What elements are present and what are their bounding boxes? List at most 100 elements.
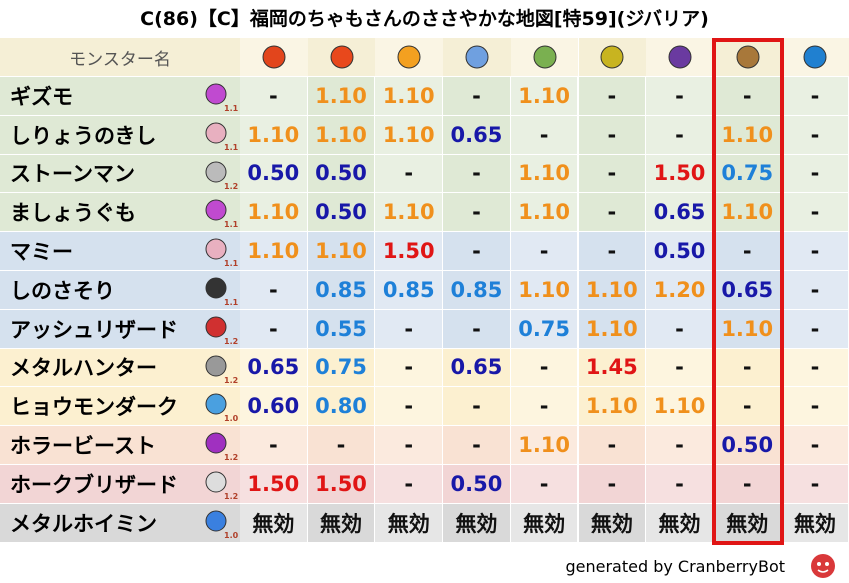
element-icon	[330, 45, 354, 69]
cell-value: 0.50	[646, 232, 714, 271]
cell-value: 無効	[578, 503, 647, 543]
monster-icon	[205, 238, 227, 260]
cell-value: -	[781, 77, 849, 116]
cell-value: 0.60	[240, 387, 308, 427]
cell-value: 1.10	[307, 232, 376, 271]
cell-value: 1.10	[375, 115, 444, 155]
cell-value: -	[646, 115, 714, 155]
cell-value: 1.10	[240, 115, 308, 155]
cell-value: -	[510, 348, 579, 388]
monster-level: 1.2	[224, 492, 239, 501]
monster-level: 1.1	[224, 142, 239, 152]
monster-icon	[205, 471, 227, 493]
cell-value: -	[375, 465, 444, 504]
cell-value: -	[443, 193, 511, 233]
monster-icon	[205, 122, 227, 144]
cell-value: -	[578, 193, 647, 233]
monster-name: ホークブリザード	[0, 465, 240, 504]
cell-value: 0.50	[713, 426, 782, 465]
cell-value: -	[781, 232, 849, 271]
monster-level: 1.1	[224, 298, 239, 307]
cell-value: -	[443, 154, 511, 194]
element-icon	[533, 45, 557, 69]
cell-value: 1.10	[510, 426, 579, 465]
monster-name: ギズモ	[0, 77, 240, 116]
cell-value: 無効	[646, 503, 714, 543]
monster-icon	[205, 316, 227, 338]
monster-icon	[205, 393, 227, 415]
cell-value: 1.50	[307, 465, 376, 504]
highlight-box	[711, 38, 784, 545]
monster-level: 1.2	[224, 336, 239, 346]
cell-value: -	[375, 348, 444, 388]
cell-value: 無効	[307, 503, 376, 543]
cell-value: -	[443, 309, 511, 349]
cell-value: -	[375, 426, 444, 465]
cell-value: 0.75	[510, 309, 579, 349]
cell-value: 1.10	[713, 309, 782, 349]
element-icon	[600, 45, 624, 69]
cell-value: -	[240, 77, 308, 116]
monster-name: メタルハンター	[0, 348, 240, 388]
monster-name: ストーンマン	[0, 154, 240, 194]
cell-value: -	[781, 193, 849, 233]
cell-value: 1.50	[375, 232, 444, 271]
cell-value: -	[781, 465, 849, 504]
cell-value: 0.80	[307, 387, 376, 427]
cell-value: 0.65	[443, 115, 511, 155]
cell-value: 0.55	[307, 309, 376, 349]
monster-level: 1.0	[224, 414, 239, 424]
cell-value: 0.75	[307, 348, 376, 388]
monster-level: 1.2	[224, 181, 239, 191]
cell-value: -	[375, 154, 444, 194]
cell-value: -	[646, 309, 714, 349]
cell-value: -	[781, 426, 849, 465]
cell-value: -	[713, 387, 782, 427]
cell-value: -	[646, 77, 714, 116]
cell-value: 1.50	[646, 154, 714, 194]
cell-value: -	[240, 426, 308, 465]
cell-value: -	[646, 348, 714, 388]
cell-value: 1.10	[510, 271, 579, 310]
cell-value: 1.50	[240, 465, 308, 504]
cell-value: -	[781, 154, 849, 194]
cell-value: 0.50	[443, 465, 511, 504]
cell-value: -	[510, 387, 579, 427]
cell-value: 無効	[240, 503, 308, 543]
element-icon	[397, 45, 421, 69]
cell-value: -	[646, 426, 714, 465]
cell-value: -	[578, 232, 647, 271]
cell-value: 1.10	[713, 193, 782, 233]
monster-icon	[205, 277, 227, 299]
bot-icon	[811, 554, 835, 578]
element-icon	[736, 45, 760, 69]
cell-value: -	[443, 232, 511, 271]
footer: generated by CranberryBot	[565, 557, 785, 576]
cell-value: 0.50	[307, 193, 376, 233]
cell-value: -	[713, 465, 782, 504]
cell-value: 1.20	[646, 271, 714, 310]
monster-name: しのさそり	[0, 271, 240, 310]
monster-name: マミー	[0, 232, 240, 271]
cell-value: 0.65	[646, 193, 714, 233]
cell-value: -	[578, 115, 647, 155]
cell-value: 0.65	[713, 271, 782, 310]
monster-icon	[205, 355, 227, 377]
cell-value: -	[578, 465, 647, 504]
monster-name: ヒョウモンダーク	[0, 387, 240, 427]
cell-value: 0.65	[443, 348, 511, 388]
cell-value: -	[510, 115, 579, 155]
cell-value: 無効	[781, 503, 849, 543]
cell-value: -	[781, 271, 849, 310]
cell-value: 無効	[375, 503, 444, 543]
cell-value: 1.10	[578, 271, 647, 310]
cell-value: -	[443, 387, 511, 427]
monster-icon	[205, 161, 227, 183]
cell-value: -	[240, 271, 308, 310]
monster-icon	[205, 83, 227, 105]
monster-level: 1.1	[224, 104, 239, 113]
header-label: モンスター名	[0, 38, 240, 76]
cell-value: 0.65	[240, 348, 308, 388]
cell-value: -	[510, 465, 579, 504]
